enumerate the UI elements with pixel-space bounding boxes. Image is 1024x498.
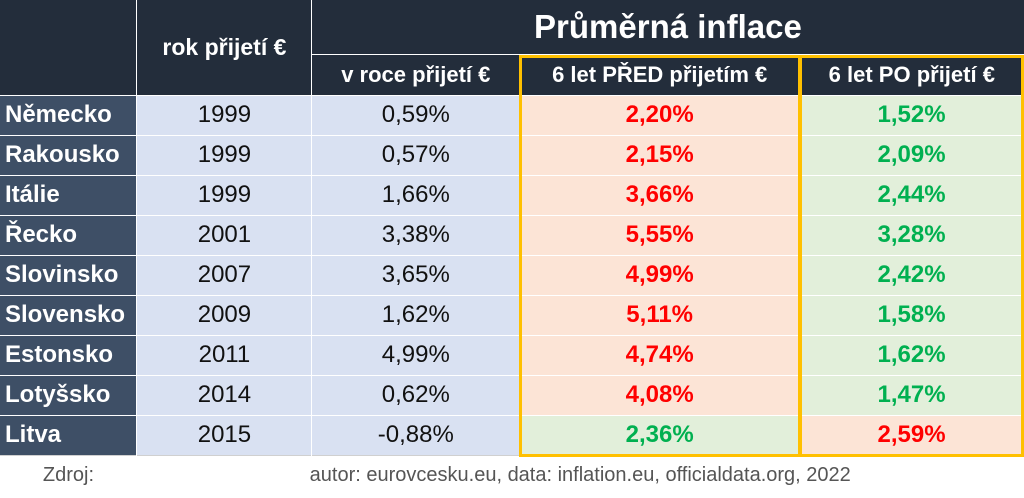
year-cell: 2007 [136, 254, 313, 295]
after-cell: 1,47% [799, 374, 1024, 415]
year-cell: 1999 [136, 134, 313, 175]
in-year-cell: 1,62% [311, 294, 521, 335]
table-row: Německo 1999 0,59% 2,20% 1,52% [0, 94, 1024, 135]
in-year-cell: 0,62% [311, 374, 521, 415]
before-cell: 3,66% [519, 174, 801, 215]
year-cell: 2001 [136, 214, 313, 255]
header-before: 6 let PŘED přijetím € [519, 54, 800, 95]
after-cell: 2,09% [799, 134, 1024, 175]
table-row: Slovensko 2009 1,62% 5,11% 1,58% [0, 294, 1024, 335]
table-title: Průměrná inflace [311, 0, 1024, 55]
in-year-cell: 1,66% [311, 174, 521, 215]
after-cell: 1,58% [799, 294, 1024, 335]
header-corner [0, 0, 138, 95]
country-cell: Německo [0, 94, 138, 135]
year-cell: 1999 [136, 174, 313, 215]
header-after: 6 let PO přijetí € [799, 54, 1024, 95]
table-row: Estonsko 2011 4,99% 4,74% 1,62% [0, 334, 1024, 375]
after-cell: 1,62% [799, 334, 1024, 375]
before-cell: 4,74% [519, 334, 801, 375]
header-in-year: v roce přijetí € [311, 54, 520, 95]
country-cell: Slovensko [0, 294, 138, 335]
in-year-cell: 4,99% [311, 334, 521, 375]
before-cell: 5,55% [519, 214, 801, 255]
table-body: Německo 1999 0,59% 2,20% 1,52% Rakousko 1999 0,… [0, 94, 1024, 455]
after-cell: 1,52% [799, 94, 1024, 135]
before-cell: 4,08% [519, 374, 801, 415]
header-year: rok přijetí € [136, 0, 313, 95]
table-row: Řecko 2001 3,38% 5,55% 3,28% [0, 214, 1024, 255]
before-cell: 2,36% [519, 414, 801, 455]
year-cell: 2015 [136, 414, 313, 455]
table-row: Rakousko 1999 0,57% 2,15% 2,09% [0, 134, 1024, 175]
country-cell: Lotyšsko [0, 374, 138, 415]
before-cell: 4,99% [519, 254, 801, 295]
in-year-cell: 0,59% [311, 94, 521, 135]
table-row: Slovinsko 2007 3,65% 4,99% 2,42% [0, 254, 1024, 295]
in-year-cell: 3,38% [311, 214, 521, 255]
country-cell: Řecko [0, 214, 138, 255]
country-cell: Rakousko [0, 134, 138, 175]
year-cell: 2014 [136, 374, 313, 415]
table-row: Itálie 1999 1,66% 3,66% 2,44% [0, 174, 1024, 215]
in-year-cell: 3,65% [311, 254, 521, 295]
country-cell: Estonsko [0, 334, 138, 375]
before-cell: 2,15% [519, 134, 801, 175]
country-cell: Slovinsko [0, 254, 138, 295]
year-cell: 2009 [136, 294, 313, 335]
table-row: Lotyšsko 2014 0,62% 4,08% 1,47% [0, 374, 1024, 415]
source-text: autor: eurovcesku.eu, data: inflation.eu… [136, 454, 1024, 495]
year-cell: 2011 [136, 334, 313, 375]
in-year-cell: -0,88% [311, 414, 521, 455]
before-cell: 2,20% [519, 94, 801, 135]
country-cell: Itálie [0, 174, 138, 215]
in-year-cell: 0,57% [311, 134, 521, 175]
source-label: Zdroj: [0, 454, 137, 495]
after-cell: 2,59% [799, 414, 1024, 455]
after-cell: 3,28% [799, 214, 1024, 255]
table-row: Litva 2015 -0,88% 2,36% 2,59% [0, 414, 1024, 455]
after-cell: 2,42% [799, 254, 1024, 295]
country-cell: Litva [0, 414, 138, 455]
year-cell: 1999 [136, 94, 313, 135]
after-cell: 2,44% [799, 174, 1024, 215]
before-cell: 5,11% [519, 294, 801, 335]
